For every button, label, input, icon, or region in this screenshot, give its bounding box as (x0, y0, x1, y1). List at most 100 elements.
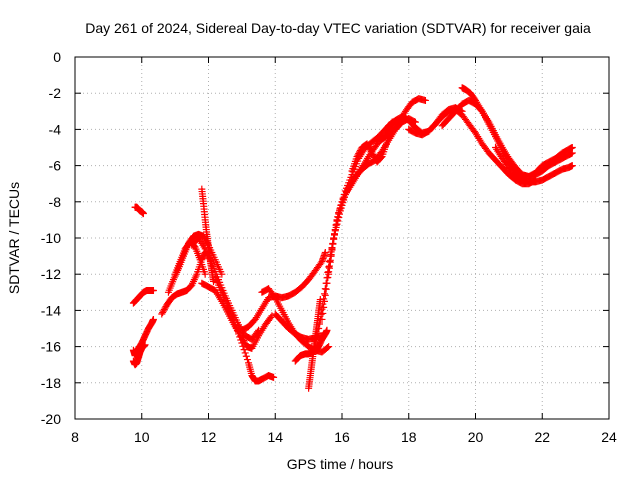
data-point (149, 286, 157, 294)
data-point (255, 326, 263, 334)
data-point (161, 304, 169, 312)
data-point (339, 194, 347, 202)
y-tick-label: -4 (49, 121, 62, 137)
data-point (141, 341, 149, 349)
data-point (338, 198, 346, 206)
data-point (239, 342, 247, 350)
data-point (329, 240, 337, 248)
data-point (356, 148, 364, 156)
data-point (325, 264, 333, 272)
data-point (316, 296, 324, 304)
data-point (367, 147, 375, 155)
x-tick-label: 12 (201, 429, 217, 445)
data-point (237, 336, 245, 344)
data-point (319, 309, 327, 317)
data-point (370, 152, 378, 160)
series-track-z (512, 149, 576, 180)
data-point (333, 217, 341, 225)
data-point (366, 146, 374, 154)
data-point (159, 307, 167, 315)
data-point (201, 270, 209, 278)
data-point (340, 191, 348, 199)
data-point (311, 343, 319, 351)
y-tick-label: -20 (41, 411, 61, 427)
data-point (363, 140, 371, 148)
data-point (321, 291, 329, 299)
data-point (421, 96, 429, 104)
data-point (315, 325, 323, 332)
data-point (267, 313, 275, 321)
data-point (364, 141, 372, 149)
data-point (323, 326, 331, 334)
data-point (336, 205, 344, 213)
series-track-k (211, 274, 278, 385)
data-point (159, 309, 167, 317)
y-tick-label: -6 (49, 158, 62, 174)
data-point (270, 373, 278, 381)
series-track-s (325, 116, 403, 278)
data-point (328, 246, 336, 254)
data-point (356, 147, 364, 155)
x-tick-label: 14 (267, 429, 283, 445)
data-point (322, 285, 330, 293)
data-point (331, 226, 339, 234)
y-tick-label: -14 (41, 302, 61, 318)
y-tick-label: -12 (41, 266, 61, 282)
data-point (231, 321, 239, 329)
y-tick-label: -10 (41, 230, 61, 246)
data-point (334, 213, 342, 221)
data-point (368, 149, 376, 157)
series-track-t (348, 125, 396, 175)
data-point (233, 327, 241, 335)
y-tick-label: 0 (53, 49, 61, 65)
series-track-c (129, 341, 149, 369)
data-point (235, 330, 243, 338)
data-point (320, 290, 328, 298)
data-point (365, 143, 373, 151)
axis-ticks: 8 10 12 14 16 18 20 22 24 0 -2 -4 -6 -8 -10 -12 -14 -16 -1… (41, 49, 617, 445)
y-axis-label: SDTVAR / TECUs (6, 182, 22, 294)
data-point (325, 270, 333, 278)
x-tick-label: 20 (468, 429, 484, 445)
data-point (321, 285, 329, 293)
data-point (332, 221, 340, 229)
data-point (330, 234, 338, 242)
data-point (371, 153, 379, 161)
data-point (568, 162, 576, 170)
x-axis-label: GPS time / hours (287, 456, 394, 472)
data-point (388, 125, 396, 133)
y-tick-label: -8 (49, 194, 62, 210)
x-tick-label: 16 (334, 429, 350, 445)
data-point (324, 274, 332, 282)
data-point (313, 334, 321, 342)
data-series (129, 84, 576, 392)
data-point (320, 297, 328, 305)
x-tick-label: 22 (534, 429, 550, 445)
data-point (317, 310, 325, 318)
data-point (326, 258, 334, 266)
data-point (241, 349, 249, 357)
data-point (238, 339, 246, 347)
y-tick-label: -18 (41, 375, 61, 391)
data-point (318, 315, 326, 323)
data-point (355, 150, 363, 158)
series-track-b (129, 315, 157, 360)
grid (75, 57, 609, 419)
data-point (366, 144, 374, 152)
data-point (353, 153, 361, 161)
series-track-a (131, 203, 147, 218)
x-tick-label: 24 (601, 429, 617, 445)
data-point (149, 315, 157, 323)
data-point (320, 303, 328, 311)
data-point (253, 328, 261, 336)
series-track-d (129, 286, 157, 307)
series-track-l (238, 248, 329, 334)
data-point (139, 210, 147, 218)
data-point (312, 338, 320, 346)
data-point (232, 324, 240, 332)
data-point (568, 149, 576, 157)
data-point (323, 279, 331, 287)
y-tick-label: -16 (41, 339, 61, 355)
data-point (369, 150, 377, 158)
x-tick-label: 18 (401, 429, 417, 445)
